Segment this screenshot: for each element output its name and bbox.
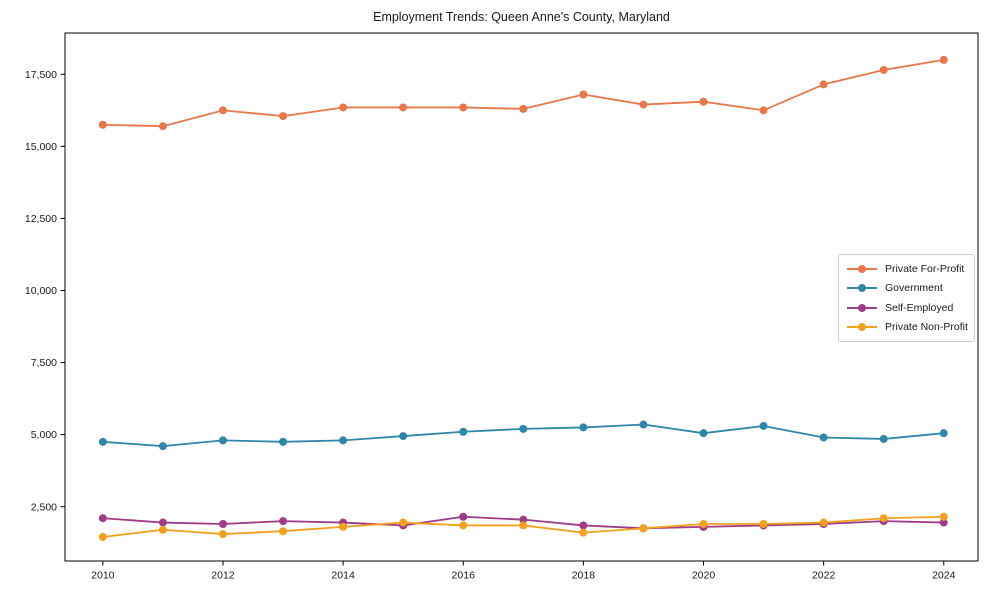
data-point xyxy=(399,103,408,112)
x-tick-label: 2024 xyxy=(932,570,956,582)
data-point xyxy=(218,436,227,445)
legend-item-private-non-profit: Private Non-Profit xyxy=(839,318,974,337)
plot-border xyxy=(64,32,979,562)
data-point xyxy=(339,522,348,531)
series-private-for-profit xyxy=(98,55,948,131)
data-point xyxy=(519,521,528,530)
x-tick-label: 2010 xyxy=(91,570,115,582)
legend-label: Private Non-Profit xyxy=(885,321,968,334)
data-point xyxy=(519,424,528,433)
data-point xyxy=(279,112,288,121)
data-point xyxy=(639,100,648,109)
y-tick-label: 7,500 xyxy=(31,357,57,369)
data-point xyxy=(699,519,708,528)
data-point xyxy=(279,517,288,526)
data-point xyxy=(939,429,948,438)
data-point xyxy=(158,525,167,534)
data-point xyxy=(158,442,167,451)
data-point xyxy=(579,90,588,99)
legend-item-government: Government xyxy=(839,279,974,298)
legend-item-self-employed: Self-Employed xyxy=(839,298,974,317)
data-point xyxy=(939,512,948,521)
data-point xyxy=(879,514,888,523)
data-point xyxy=(98,437,107,446)
y-tick-label: 17,500 xyxy=(25,69,57,81)
data-point xyxy=(519,104,528,113)
data-point xyxy=(639,524,648,533)
legend-label: Private For-Profit xyxy=(885,262,965,275)
data-point xyxy=(819,518,828,527)
y-tick-label: 15,000 xyxy=(25,141,57,153)
data-point xyxy=(579,423,588,432)
data-point xyxy=(939,518,948,527)
legend-line-marker-icon xyxy=(847,322,877,332)
x-tick-label: 2014 xyxy=(331,570,355,582)
data-point xyxy=(879,65,888,74)
legend-label: Government xyxy=(885,282,943,295)
data-point xyxy=(218,106,227,115)
legend-line-marker-icon xyxy=(847,283,877,293)
data-point xyxy=(579,521,588,530)
data-point xyxy=(759,519,768,528)
series-private-non-profit xyxy=(98,512,948,541)
data-point xyxy=(158,122,167,131)
data-point xyxy=(279,437,288,446)
data-point xyxy=(879,434,888,443)
y-tick-label: 10,000 xyxy=(25,285,57,297)
data-point xyxy=(459,512,468,521)
series-line xyxy=(102,59,944,128)
x-tick-label: 2016 xyxy=(452,570,476,582)
data-point xyxy=(699,97,708,106)
data-point xyxy=(98,514,107,523)
y-tick-label: 2,500 xyxy=(31,501,57,513)
data-point xyxy=(98,532,107,541)
data-point xyxy=(218,530,227,539)
data-point xyxy=(759,106,768,115)
data-point xyxy=(519,515,528,524)
x-tick-label: 2018 xyxy=(572,570,596,582)
data-point xyxy=(399,518,408,527)
data-point xyxy=(339,436,348,445)
data-point xyxy=(579,528,588,537)
data-point xyxy=(399,432,408,441)
x-tick-label: 2020 xyxy=(692,570,716,582)
chart-title: Employment Trends: Queen Anne's County, … xyxy=(373,10,670,24)
data-point xyxy=(459,427,468,436)
data-point xyxy=(218,519,227,528)
legend-item-private-for-profit: Private For-Profit xyxy=(839,259,974,278)
data-point xyxy=(939,55,948,64)
data-point xyxy=(279,527,288,536)
data-point xyxy=(339,103,348,112)
data-point xyxy=(459,521,468,530)
data-point xyxy=(639,420,648,429)
data-point xyxy=(158,518,167,527)
x-tick-label: 2012 xyxy=(211,570,235,582)
data-point xyxy=(759,421,768,430)
data-point xyxy=(819,80,828,89)
data-point xyxy=(459,103,468,112)
legend: Private For-Profit Government Self-Employe… xyxy=(838,254,975,342)
legend-label: Self-Employed xyxy=(885,301,954,314)
data-point xyxy=(699,429,708,438)
legend-line-marker-icon xyxy=(847,303,877,313)
y-axis: 2,500 5,000 7,500 10,000 12,500 15,000 17,500 xyxy=(25,69,65,513)
x-axis: 2010 2012 2014 2016 2018 2020 2022 2024 xyxy=(91,561,956,582)
data-point xyxy=(98,120,107,129)
data-point xyxy=(819,433,828,442)
y-tick-label: 5,000 xyxy=(31,429,57,441)
series-government xyxy=(98,420,948,451)
y-tick-label: 12,500 xyxy=(25,213,57,225)
legend-line-marker-icon xyxy=(847,264,877,274)
x-tick-label: 2022 xyxy=(812,570,836,582)
